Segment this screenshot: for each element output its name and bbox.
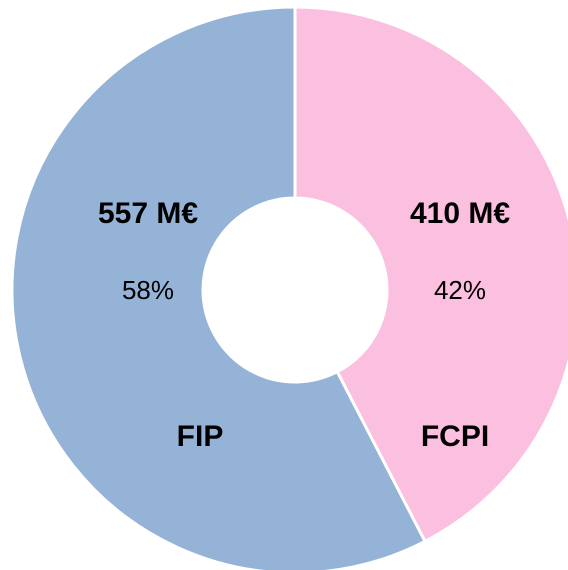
share-label: 42% — [434, 275, 486, 305]
value-label: 410 M€ — [410, 197, 510, 230]
slice — [10, 5, 428, 570]
share-label: 58% — [122, 275, 174, 305]
category-label: FIP — [177, 420, 224, 453]
value-label: 557 M€ — [98, 197, 198, 230]
category-label: FCPI — [421, 420, 489, 453]
slice — [293, 5, 568, 544]
